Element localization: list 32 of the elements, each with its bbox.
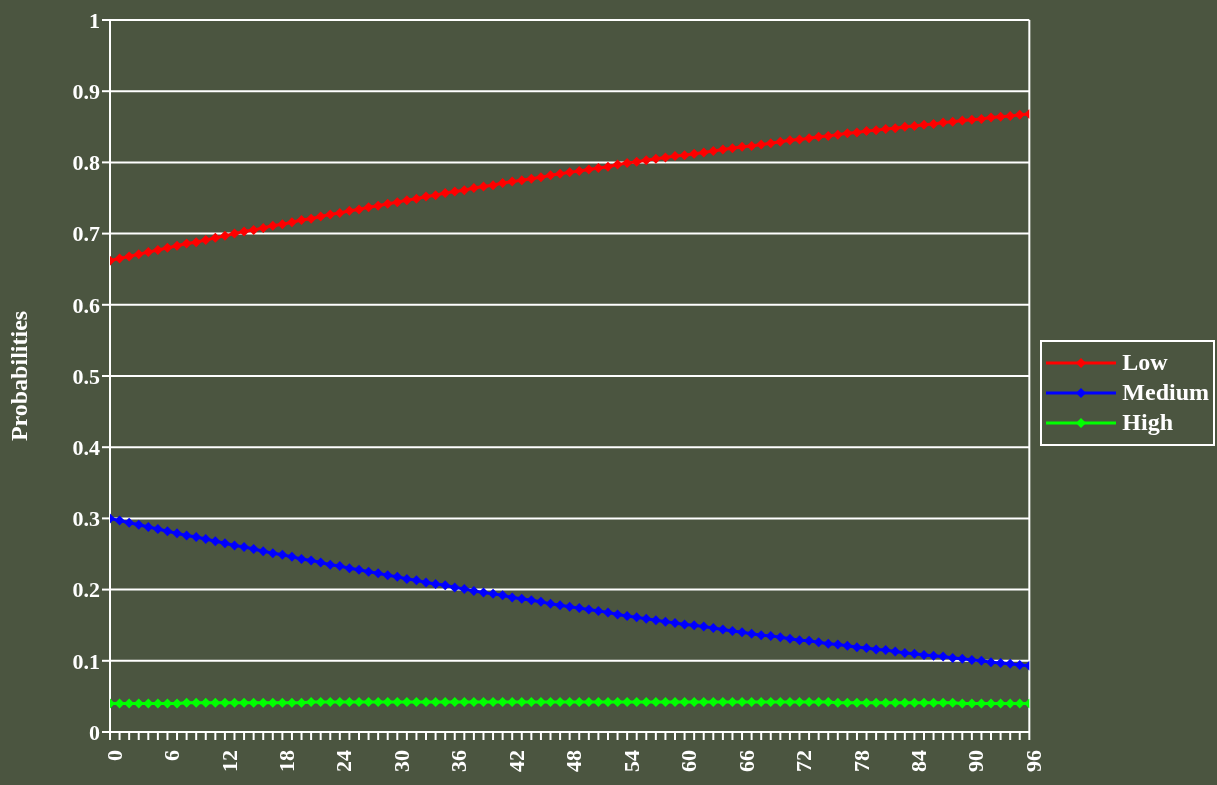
y-tick-label: 0.8 xyxy=(72,150,100,176)
y-tick-label: 0.9 xyxy=(72,79,100,105)
x-tick-label: 78 xyxy=(848,750,874,772)
x-tick-label: 54 xyxy=(618,750,644,772)
x-tick-label: 36 xyxy=(446,750,472,772)
y-tick-label: 0.3 xyxy=(72,506,100,532)
y-tick-label: 0.5 xyxy=(72,363,100,389)
x-tick-label: 72 xyxy=(791,750,817,772)
x-tick-label: 6 xyxy=(159,750,185,761)
x-tick-label: 90 xyxy=(963,750,989,772)
x-tick-label: 96 xyxy=(1020,750,1046,772)
legend-label: Low xyxy=(1122,349,1168,376)
y-tick-label: 1 xyxy=(89,7,100,33)
x-tick-label: 66 xyxy=(733,750,759,772)
x-tick-label: 0 xyxy=(101,750,127,761)
x-tick-label: 42 xyxy=(503,750,529,772)
legend-label: High xyxy=(1122,409,1174,436)
y-axis-title: Probabilities xyxy=(5,310,32,442)
y-tick-label: 0.4 xyxy=(72,435,100,461)
x-tick-label: 30 xyxy=(388,750,414,772)
x-tick-label: 18 xyxy=(273,750,299,772)
x-tick-label: 12 xyxy=(216,750,242,772)
x-tick-label: 84 xyxy=(906,750,932,772)
x-tick-label: 60 xyxy=(676,750,702,772)
y-tick-label: 0.2 xyxy=(72,577,100,603)
x-tick-label: 48 xyxy=(561,750,587,772)
y-tick-label: 0.7 xyxy=(72,221,100,247)
y-tick-label: 0 xyxy=(89,719,100,745)
x-tick-label: 24 xyxy=(331,750,357,772)
legend-label: Medium xyxy=(1122,379,1209,406)
y-tick-label: 0.6 xyxy=(72,292,100,318)
y-tick-label: 0.1 xyxy=(72,648,100,674)
